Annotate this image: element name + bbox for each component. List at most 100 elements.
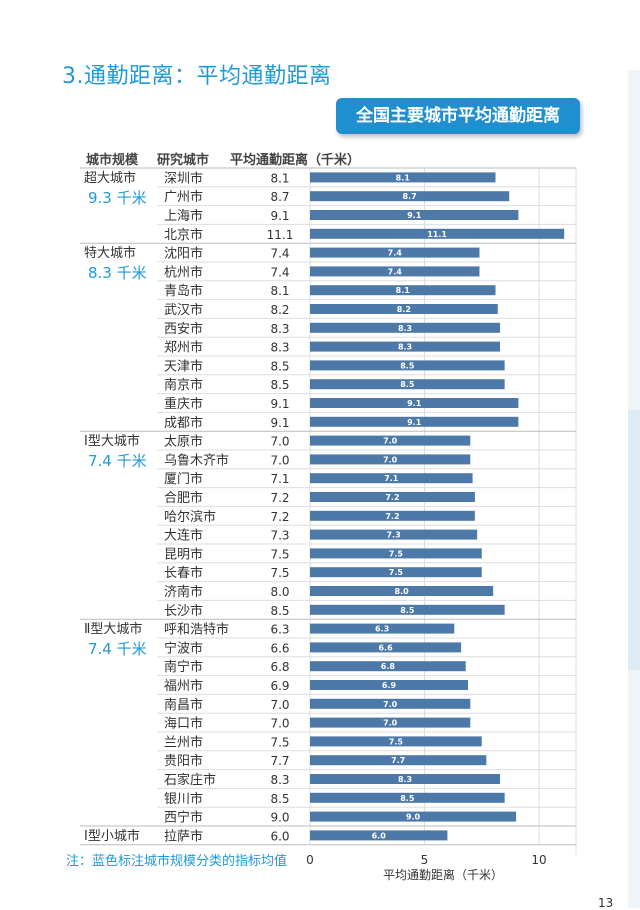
city-label: 上海市 bbox=[164, 208, 203, 224]
value-label: 7.0 bbox=[270, 435, 289, 449]
city-label: 南京市 bbox=[164, 377, 203, 393]
value-label: 7.4 bbox=[270, 247, 289, 261]
bar-data-label: 11.1 bbox=[427, 230, 447, 239]
bar bbox=[310, 623, 455, 634]
city-label: 西安市 bbox=[164, 321, 203, 337]
bar-data-label: 8.3 bbox=[398, 324, 412, 333]
bar-data-label: 8.1 bbox=[396, 173, 411, 182]
bar-data-label: 7.0 bbox=[383, 437, 398, 446]
city-label: 银川市 bbox=[164, 791, 203, 807]
bar bbox=[310, 529, 478, 540]
value-label: 7.4 bbox=[270, 265, 289, 279]
bar bbox=[310, 736, 482, 747]
value-label: 6.9 bbox=[270, 679, 289, 693]
value-label: 7.5 bbox=[270, 735, 289, 749]
value-label: 8.5 bbox=[270, 378, 289, 392]
right-side-strip-highlight bbox=[628, 410, 640, 670]
city-label: 长沙市 bbox=[164, 603, 203, 619]
value-label: 8.3 bbox=[270, 341, 289, 355]
city-label: 武汉市 bbox=[164, 302, 203, 318]
column-header-city-size: 城市规模 bbox=[86, 153, 139, 168]
value-label: 8.3 bbox=[270, 773, 289, 787]
city-label: 北京市 bbox=[164, 227, 203, 243]
bar-data-label: 7.7 bbox=[391, 756, 405, 765]
value-label: 9.1 bbox=[270, 416, 289, 430]
bar-data-label: 6.9 bbox=[382, 681, 397, 690]
value-label: 6.0 bbox=[270, 829, 289, 843]
value-label: 8.5 bbox=[270, 604, 289, 618]
bar-data-label: 8.0 bbox=[395, 587, 410, 596]
column-header-city: 研究城市 bbox=[157, 153, 210, 168]
bar-data-label: 7.0 bbox=[383, 700, 398, 709]
city-label: 宁波市 bbox=[164, 640, 203, 656]
city-label: 沈阳市 bbox=[164, 246, 203, 262]
bar bbox=[310, 435, 471, 446]
bar bbox=[310, 191, 510, 202]
city-label: 哈尔滨市 bbox=[164, 509, 216, 525]
city-label: 福州市 bbox=[164, 678, 203, 694]
bar bbox=[310, 755, 487, 766]
group-average: 9.3 千米 bbox=[88, 189, 147, 207]
city-label: 重庆市 bbox=[164, 396, 203, 412]
bar-data-label: 7.0 bbox=[383, 455, 398, 464]
right-side-strip bbox=[628, 70, 640, 908]
city-label: 大连市 bbox=[164, 528, 203, 544]
group-name: Ⅱ型大城市 bbox=[84, 621, 142, 637]
city-label: 郑州市 bbox=[164, 340, 203, 356]
city-label: 拉萨市 bbox=[164, 828, 203, 844]
bar bbox=[310, 830, 448, 841]
bar bbox=[310, 792, 505, 803]
city-label: 海口市 bbox=[164, 716, 203, 732]
value-label: 6.6 bbox=[270, 641, 289, 655]
value-label: 6.3 bbox=[270, 623, 289, 637]
bar-data-label: 9.1 bbox=[407, 399, 422, 408]
value-label: 6.8 bbox=[270, 660, 289, 674]
bar-data-label: 8.3 bbox=[398, 775, 412, 784]
bar-data-label: 7.3 bbox=[386, 531, 400, 540]
city-label: 兰州市 bbox=[164, 734, 203, 750]
page-title: 3.通勤距离：平均通勤距离 bbox=[62, 64, 332, 89]
column-header-distance: 平均通勤距离（千米） bbox=[230, 153, 361, 168]
city-label: 成都市 bbox=[164, 415, 203, 431]
group-average: 7.4 千米 bbox=[88, 640, 147, 658]
city-label: 昆明市 bbox=[164, 546, 203, 562]
bar-data-label: 8.5 bbox=[400, 361, 415, 370]
city-label: 济南市 bbox=[164, 584, 203, 600]
bar-data-label: 8.2 bbox=[397, 305, 411, 314]
bar bbox=[310, 586, 494, 596]
bar bbox=[310, 642, 462, 653]
value-label: 7.2 bbox=[270, 510, 289, 524]
bar bbox=[310, 172, 496, 183]
page-number: 13 bbox=[598, 896, 614, 910]
bar-data-label: 8.1 bbox=[396, 286, 411, 295]
bar-data-label: 7.2 bbox=[385, 493, 399, 502]
x-tick-label: 5 bbox=[421, 853, 429, 867]
bar bbox=[310, 717, 471, 728]
bar-data-label: 7.5 bbox=[389, 549, 404, 558]
city-label: 石家庄市 bbox=[164, 772, 216, 788]
bar-data-label: 6.3 bbox=[375, 625, 389, 634]
city-label: 深圳市 bbox=[164, 170, 203, 186]
value-label: 8.2 bbox=[270, 303, 289, 317]
bar bbox=[310, 228, 565, 239]
x-tick-label: 0 bbox=[306, 853, 314, 867]
bar-data-label: 7.5 bbox=[389, 737, 404, 746]
bar-data-label: 9.1 bbox=[407, 211, 422, 220]
city-label: 天津市 bbox=[164, 358, 203, 374]
group-name: Ⅰ型小城市 bbox=[84, 828, 140, 844]
group-average: 8.3 千米 bbox=[88, 264, 147, 282]
city-label: 乌鲁木齐市 bbox=[164, 452, 229, 468]
value-label: 7.3 bbox=[270, 529, 289, 543]
value-label: 11.1 bbox=[267, 228, 294, 242]
bar-data-label: 6.6 bbox=[378, 643, 393, 652]
value-label: 7.2 bbox=[270, 491, 289, 505]
bar-data-label: 7.4 bbox=[388, 267, 403, 276]
bar-data-label: 6.8 bbox=[381, 662, 396, 671]
city-label: 合肥市 bbox=[164, 490, 203, 506]
value-label: 8.5 bbox=[270, 359, 289, 373]
city-label: 广州市 bbox=[164, 189, 203, 205]
bar bbox=[310, 680, 469, 690]
bar-data-label: 7.2 bbox=[385, 512, 399, 521]
bar-data-label: 8.5 bbox=[400, 606, 415, 615]
